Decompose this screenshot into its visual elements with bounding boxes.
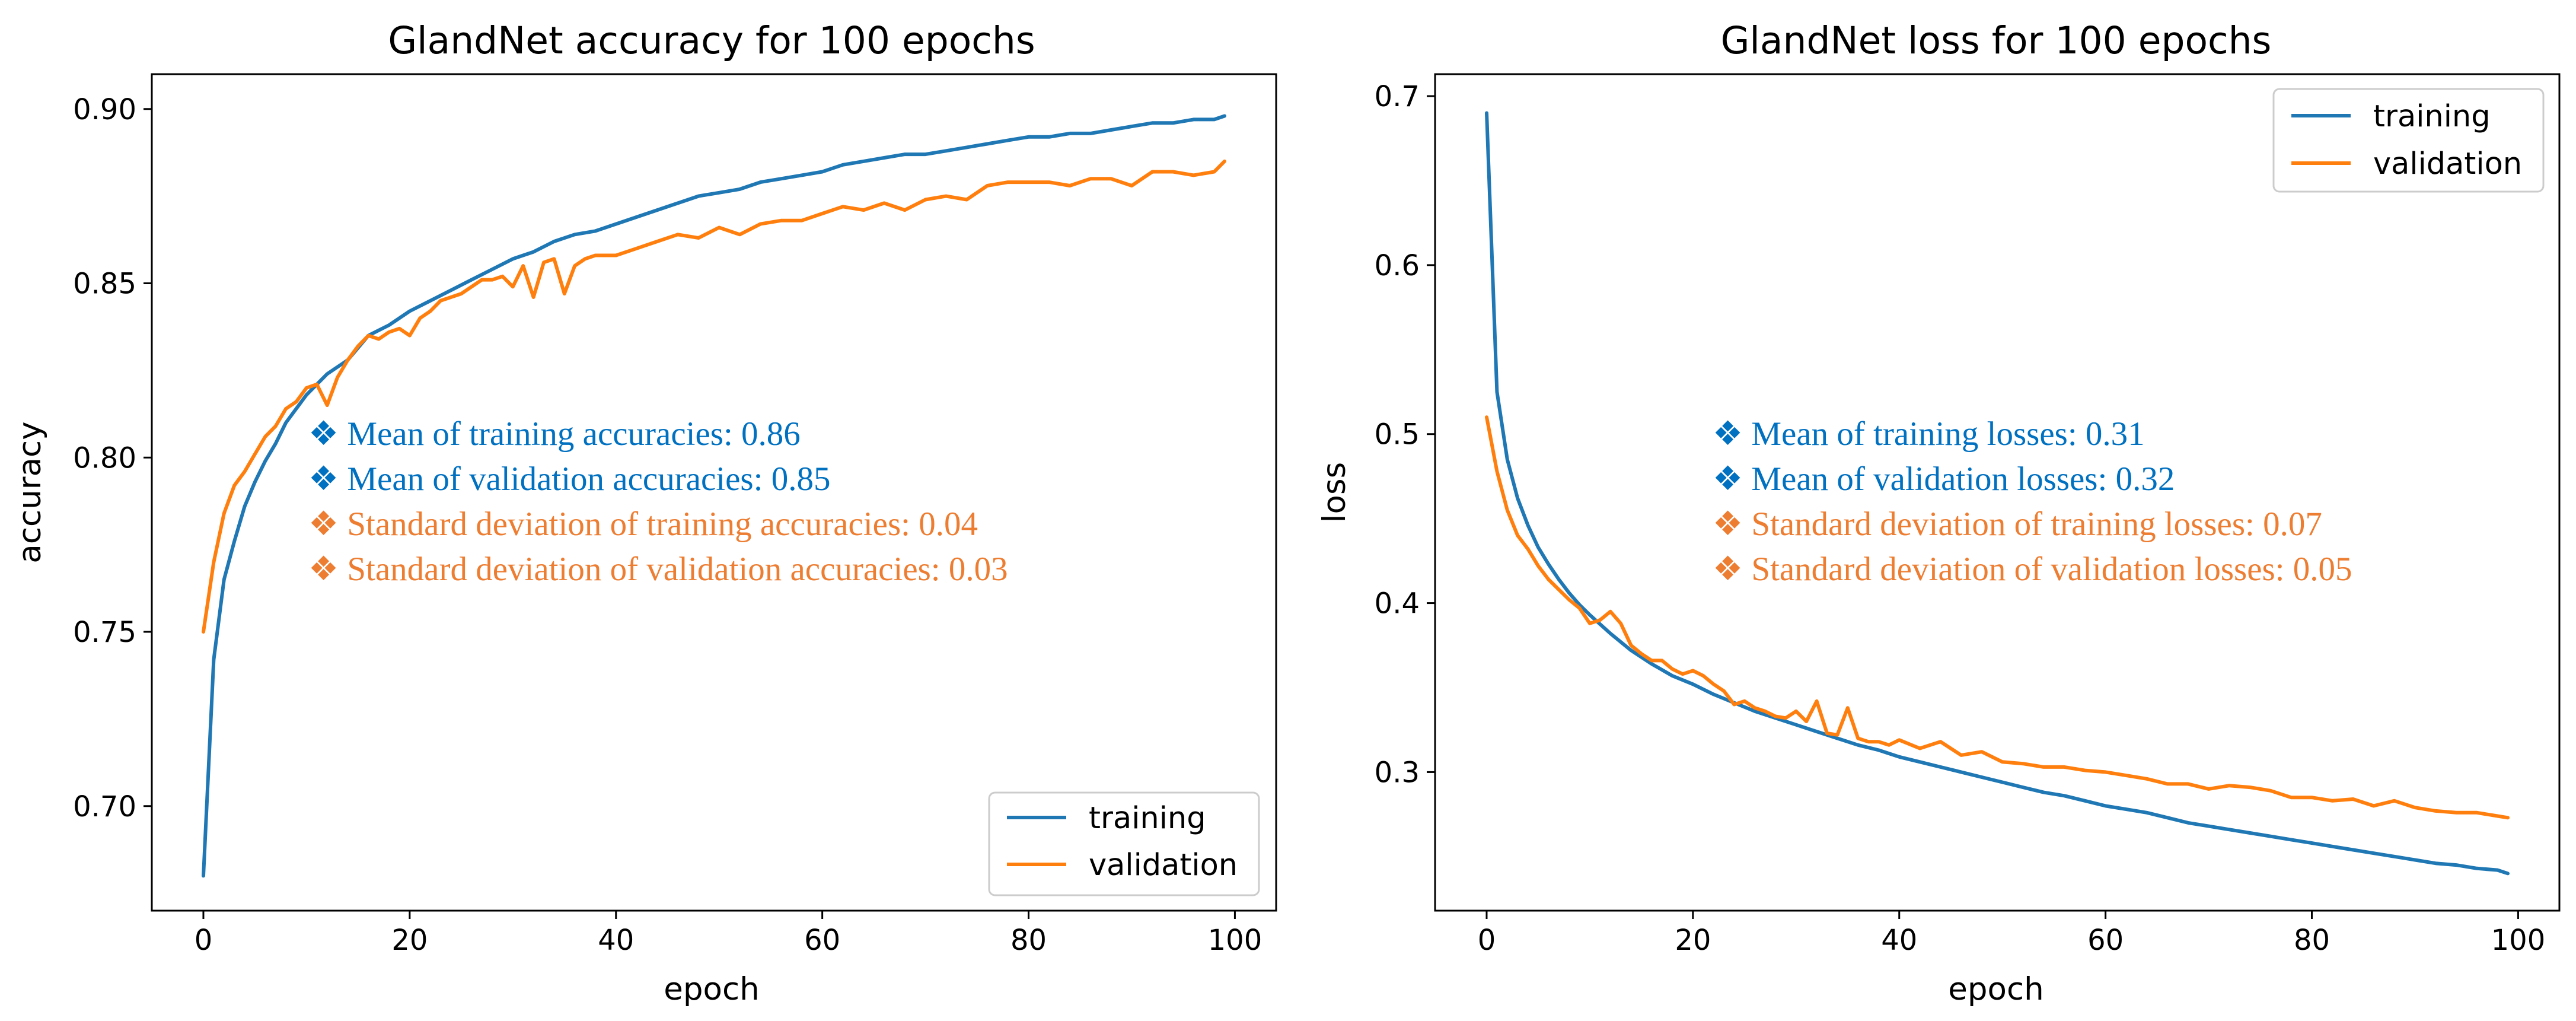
loss-training-line	[1485, 111, 2510, 876]
loss-x-tick-label: 20	[1675, 924, 1711, 957]
loss-annotations: ❖ Mean of training losses: 0.31 ❖ Mean o…	[1713, 415, 2352, 588]
accuracy-annotation-std-validation: ❖ Standard deviation of validation accur…	[308, 551, 1008, 588]
loss-x-tick-label: 40	[1881, 924, 1917, 957]
accuracy-y-tick-label: 0.90	[73, 93, 136, 126]
accuracy-plot-frame	[151, 73, 1277, 912]
accuracy-legend-label-validation: validation	[1089, 848, 1238, 883]
loss-legend: training validation	[2272, 88, 2545, 193]
loss-y-tick-label: 0.5	[1375, 418, 1420, 451]
loss-x-ticks: 0 20 40 60 80 100	[1478, 911, 2546, 957]
accuracy-legend: training validation	[988, 791, 1260, 896]
accuracy-x-tick-label: 40	[598, 924, 634, 957]
loss-chart: GlandNet loss for 100 epochs 0 20 40 60 80 10…	[1316, 19, 2561, 1007]
accuracy-y-ticks: 0.70 0.75 0.80 0.85 0.90	[73, 93, 152, 823]
loss-x-axis-label: epoch	[1948, 971, 2043, 1007]
loss-y-tick-label: 0.6	[1375, 249, 1420, 282]
loss-annotation-std-validation: ❖ Standard deviation of validation losse…	[1713, 551, 2352, 588]
accuracy-chart-title: GlandNet accuracy for 100 epochs	[388, 19, 1035, 62]
loss-x-tick-label: 80	[2294, 924, 2330, 957]
accuracy-annotation-std-training: ❖ Standard deviation of training accurac…	[308, 505, 978, 543]
accuracy-y-tick-label: 0.80	[73, 441, 136, 475]
loss-x-tick-label: 100	[2491, 924, 2546, 957]
accuracy-x-ticks: 0 20 40 60 80 100	[195, 911, 1263, 957]
loss-y-axis-label: loss	[1316, 462, 1353, 523]
accuracy-training-line	[202, 114, 1226, 878]
accuracy-chart: GlandNet accuracy for 100 epochs 0 20 40 60…	[12, 19, 1277, 1007]
accuracy-annotation-mean-training: ❖ Mean of training accuracies: 0.86	[308, 415, 801, 453]
loss-annotation-mean-validation: ❖ Mean of validation losses: 0.32	[1713, 460, 2175, 498]
accuracy-y-tick-label: 0.70	[73, 790, 136, 823]
loss-y-tick-label: 0.4	[1375, 587, 1420, 621]
accuracy-x-tick-label: 0	[195, 924, 213, 957]
accuracy-legend-label-training: training	[1089, 801, 1206, 836]
loss-plot-frame	[1434, 73, 2561, 912]
loss-chart-title: GlandNet loss for 100 epochs	[1721, 19, 2272, 62]
accuracy-validation-line	[202, 159, 1226, 634]
loss-x-tick-label: 60	[2087, 924, 2124, 957]
loss-x-tick-label: 0	[1478, 924, 1496, 957]
loss-legend-label-validation: validation	[2373, 147, 2522, 182]
loss-series-lines	[1485, 111, 2510, 876]
loss-y-tick-label: 0.3	[1375, 756, 1420, 789]
loss-annotation-std-training: ❖ Standard deviation of training losses:…	[1713, 505, 2322, 543]
accuracy-y-tick-label: 0.85	[73, 268, 136, 301]
loss-validation-line	[1485, 415, 2510, 820]
accuracy-x-tick-label: 100	[1208, 924, 1263, 957]
accuracy-annotation-mean-validation: ❖ Mean of validation accuracies: 0.85	[308, 460, 830, 498]
accuracy-x-axis-label: epoch	[664, 971, 759, 1007]
accuracy-y-tick-label: 0.75	[73, 616, 136, 649]
accuracy-x-tick-label: 20	[391, 924, 428, 957]
accuracy-x-tick-label: 80	[1010, 924, 1047, 957]
accuracy-x-tick-label: 60	[804, 924, 840, 957]
loss-y-ticks: 0.3 0.4 0.5 0.6 0.7	[1375, 80, 1435, 789]
accuracy-y-axis-label: accuracy	[12, 421, 48, 563]
loss-y-tick-label: 0.7	[1375, 80, 1420, 113]
loss-legend-label-training: training	[2373, 99, 2491, 134]
accuracy-annotations: ❖ Mean of training accuracies: 0.86 ❖ Me…	[308, 415, 1008, 588]
loss-annotation-mean-training: ❖ Mean of training losses: 0.31	[1713, 415, 2145, 453]
accuracy-series-lines	[202, 114, 1226, 878]
